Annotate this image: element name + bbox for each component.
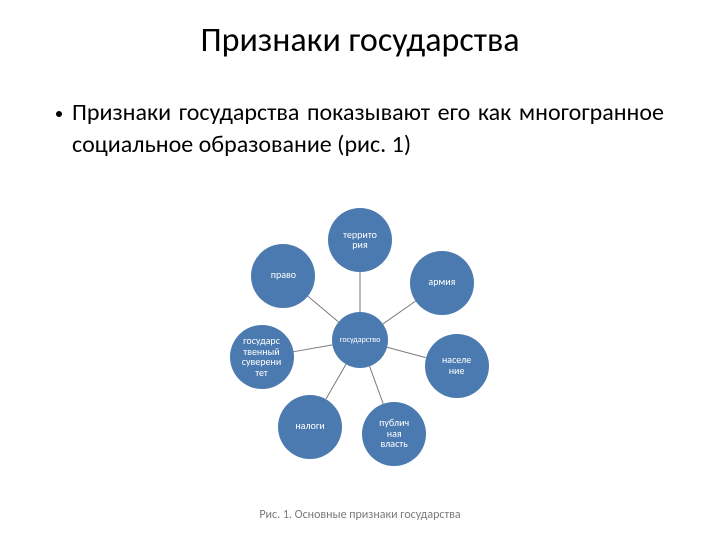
page-title: Признаки государства [0,0,720,61]
body-text: Признаки государства показывают его как … [0,61,720,160]
outer-node-5: государс твенный суверени тет [230,325,294,389]
center-node: государство [332,312,388,368]
bullet-text: Признаки государства показывают его как … [72,97,664,160]
figure-caption: Рис. 1. Основные признаки государства [0,508,720,522]
bullet-item: Признаки государства показывают его как … [56,97,664,160]
outer-node-1: армия [410,251,474,315]
bullet-dot-icon [56,111,62,117]
outer-node-0: террито рия [328,208,392,272]
outer-node-4: налоги [278,395,342,459]
outer-node-6: право [251,244,315,308]
radial-diagram: государство террито рия армия населе ниепуб… [0,200,720,500]
outer-node-2: населе ние [425,334,489,398]
outer-node-3: публич ная власть [362,402,426,466]
